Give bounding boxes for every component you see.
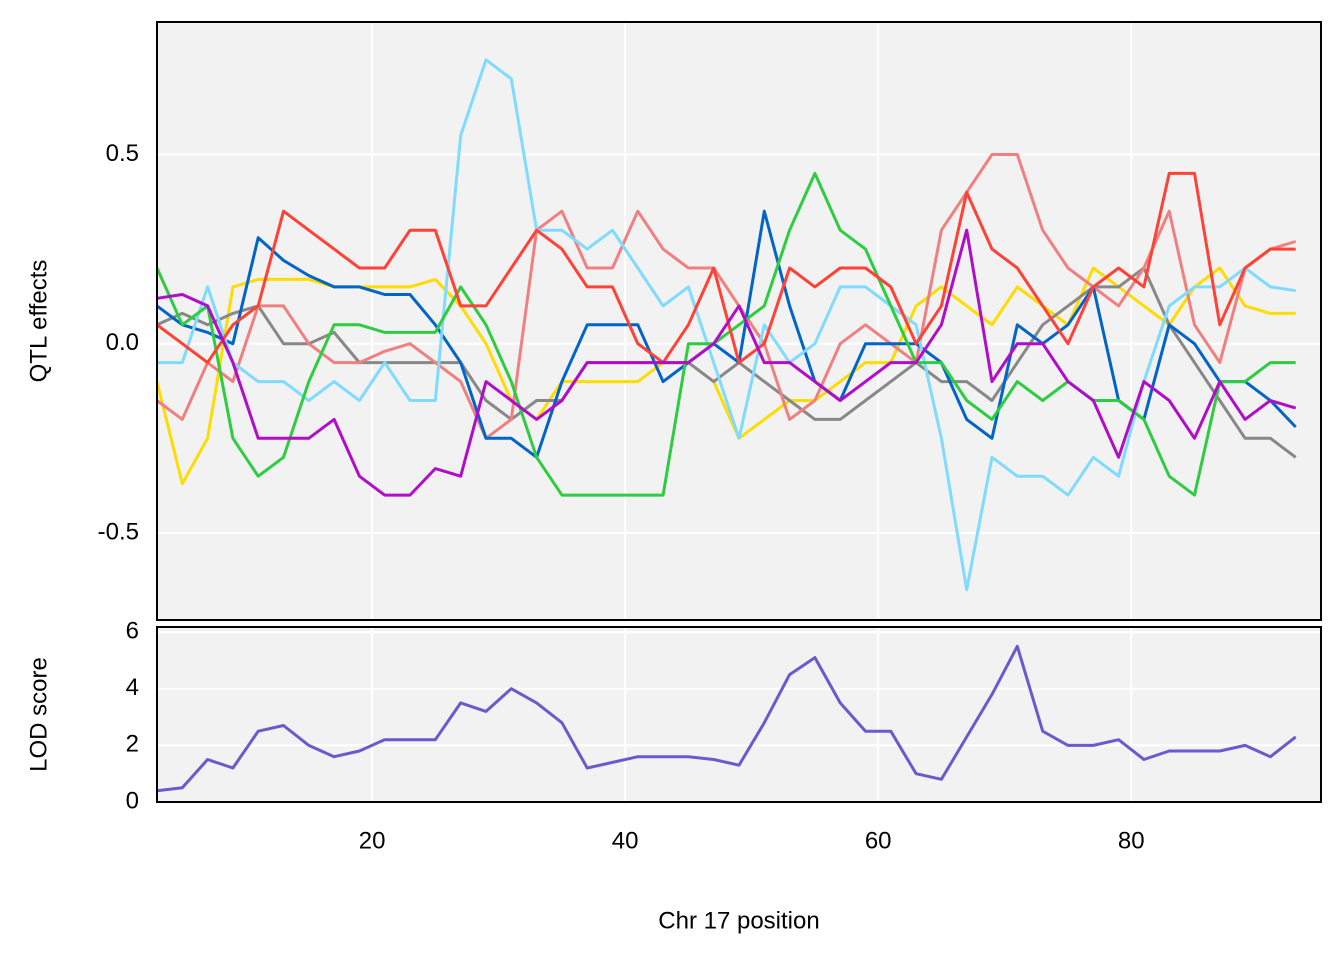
y-tick-label: -0.5	[98, 518, 139, 545]
series-line	[156, 153, 1297, 440]
series-line	[155, 171, 1296, 497]
y-tick-label: 6	[126, 617, 139, 644]
series-line	[156, 209, 1297, 459]
y-tick-label: 4	[126, 674, 139, 701]
x-tick-label: 40	[612, 827, 639, 854]
series-line	[156, 644, 1297, 793]
y-tick-label: 0.0	[106, 329, 139, 356]
series-line	[156, 228, 1297, 497]
x-tick-label: 80	[1118, 827, 1145, 854]
y-axis-label: QTL effects	[25, 260, 52, 383]
x-axis-label: Chr 17 position	[658, 907, 819, 934]
plot-frame	[156, 21, 1322, 621]
x-tick-label: 60	[865, 827, 892, 854]
plot-frame	[156, 626, 1322, 803]
plot-background	[157, 627, 1321, 802]
series-line	[156, 266, 1297, 459]
series-line	[156, 171, 1296, 365]
y-axis-label: LOD score	[25, 657, 52, 772]
y-tick-label: 2	[126, 731, 139, 758]
y-tick-label: 0.5	[106, 140, 139, 167]
x-tick-label: 20	[359, 827, 386, 854]
plot-background	[157, 22, 1321, 620]
y-tick-label: 0	[126, 787, 139, 814]
series-line	[157, 58, 1296, 592]
